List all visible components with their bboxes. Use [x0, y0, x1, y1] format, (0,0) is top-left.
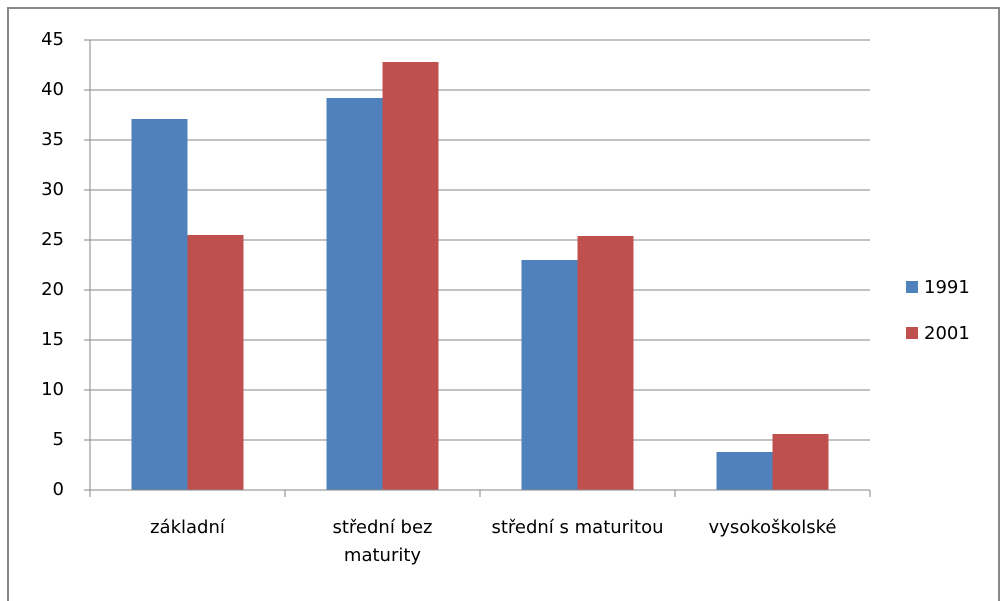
bar	[577, 236, 634, 490]
x-tick-label: základní	[150, 517, 225, 538]
legend-swatch	[906, 327, 918, 339]
y-tick-label: 25	[41, 229, 64, 250]
legend-swatch	[906, 281, 918, 293]
y-tick-label: 35	[41, 129, 64, 150]
bar	[716, 452, 773, 490]
bar	[772, 434, 829, 490]
y-tick-label: 15	[41, 329, 64, 350]
y-tick-label: 40	[41, 79, 64, 100]
y-tick-label: 10	[41, 379, 64, 400]
x-tick-label: střední bez maturity	[332, 517, 433, 566]
x-tick-label: střední s maturitou	[491, 517, 664, 538]
bar	[382, 62, 439, 490]
legend-label: 2001	[924, 323, 970, 344]
chart-border	[7, 7, 1000, 601]
y-tick-label: 20	[41, 279, 64, 300]
legend-label: 1991	[924, 277, 970, 298]
bar	[187, 235, 244, 490]
y-tick-label: 0	[53, 479, 64, 500]
bar	[521, 260, 578, 490]
y-tick-label: 30	[41, 179, 64, 200]
bar	[326, 98, 383, 490]
x-tick-label: vysokoškolské	[708, 517, 837, 538]
y-tick-label: 45	[41, 29, 64, 50]
bar	[131, 119, 188, 490]
y-tick-label: 5	[53, 429, 64, 450]
